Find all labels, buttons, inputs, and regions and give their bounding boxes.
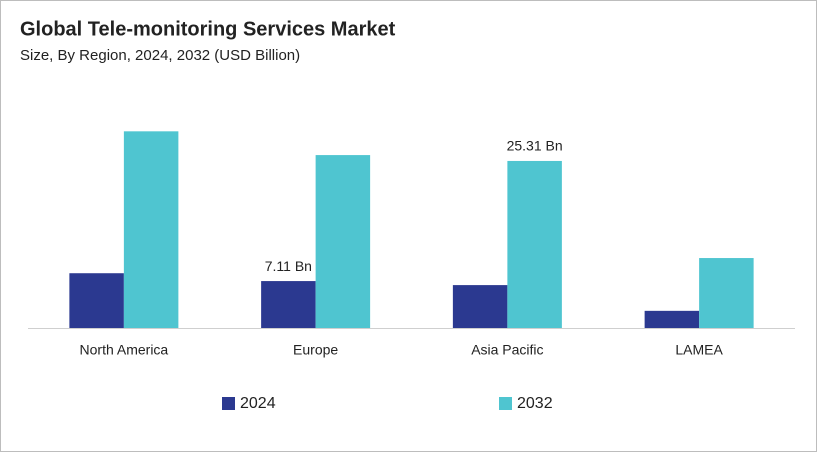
bar [315, 155, 371, 328]
x-tick-label: Asia Pacific [471, 342, 543, 358]
chart-subtitle: Size, By Region, 2024, 2032 (USD Billion… [20, 47, 300, 64]
legend-label: 2024 [240, 395, 276, 412]
chart-title: Global Tele-monitoring Services Market [20, 18, 396, 40]
legend-label: 2032 [517, 395, 553, 412]
bar [507, 160, 562, 328]
bar [644, 310, 700, 328]
bar [261, 281, 316, 328]
bar [699, 258, 754, 328]
bar [123, 131, 179, 328]
bar [69, 273, 124, 328]
data-label: 25.31 Bn [507, 138, 563, 154]
legend-swatch [499, 397, 512, 410]
data-label: 7.11 Bn [265, 258, 312, 274]
legend-swatch [222, 397, 235, 410]
x-tick-label: Europe [293, 342, 338, 358]
x-tick-label: LAMEA [675, 342, 723, 358]
bar [452, 285, 508, 328]
x-tick-label: North America [80, 342, 169, 358]
